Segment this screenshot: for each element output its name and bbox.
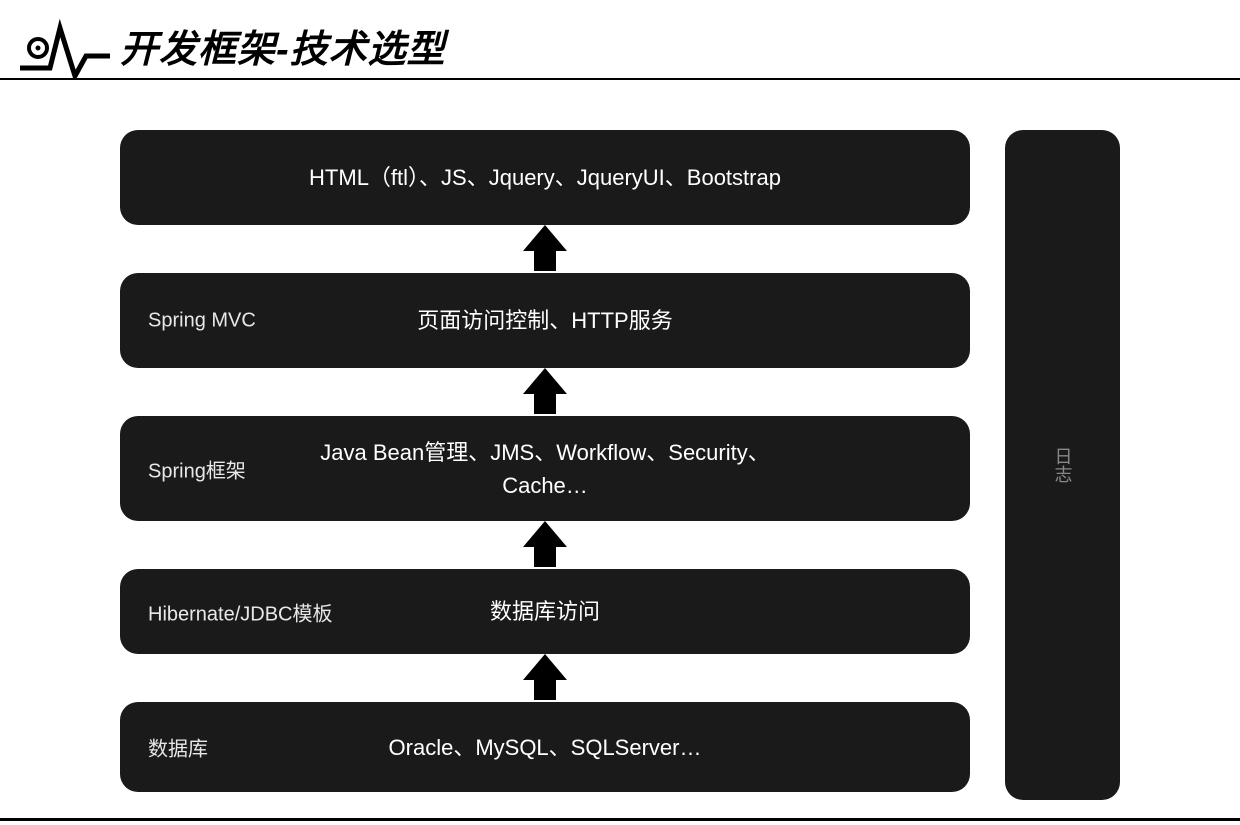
layer-frontend: HTML（ftl）、JS、Jquery、JqueryUI、Bootstrap <box>120 130 970 225</box>
heartbeat-icon <box>20 18 110 78</box>
layer-main-text: Java Bean管理、JMS、Workflow、Security、Cache… <box>285 436 805 502</box>
layer-spring: Spring框架 Java Bean管理、JMS、Workflow、Securit… <box>120 416 970 521</box>
layer-label: 数据库 <box>148 733 208 762</box>
layers-column: HTML（ftl）、JS、Jquery、JqueryUI、Bootstrap Sp… <box>120 130 970 792</box>
page-title: 开发框架-技术选型 <box>120 18 446 73</box>
arrow-up <box>120 521 970 569</box>
layer-label: Spring框架 <box>148 454 246 483</box>
layer-main-text: Oracle、MySQL、SQLServer… <box>389 731 702 764</box>
layer-mvc: Spring MVC 页面访问控制、HTTP服务 <box>120 273 970 368</box>
layer-dao: Hibernate/JDBC模板 数据库访问 <box>120 569 970 654</box>
arrow-up <box>120 225 970 273</box>
arrow-up <box>120 368 970 416</box>
layer-label: Spring MVC <box>148 309 256 332</box>
bottom-divider <box>0 818 1240 821</box>
layer-main-text: 数据库访问 <box>490 595 600 628</box>
sidebar-panel: 日志 <box>1005 130 1120 800</box>
layer-main-text: 页面访问控制、HTTP服务 <box>417 304 672 337</box>
arrow-up <box>120 654 970 702</box>
layer-db: 数据库 Oracle、MySQL、SQLServer… <box>120 702 970 792</box>
slide-header: 开发框架-技术选型 <box>0 0 1240 80</box>
layer-main-text: HTML（ftl）、JS、Jquery、JqueryUI、Bootstrap <box>309 161 781 194</box>
layer-label: Hibernate/JDBC模板 <box>148 597 333 626</box>
architecture-diagram: HTML（ftl）、JS、Jquery、JqueryUI、Bootstrap Sp… <box>120 130 1120 810</box>
sidebar-panel-text: 日志 <box>1050 447 1076 483</box>
